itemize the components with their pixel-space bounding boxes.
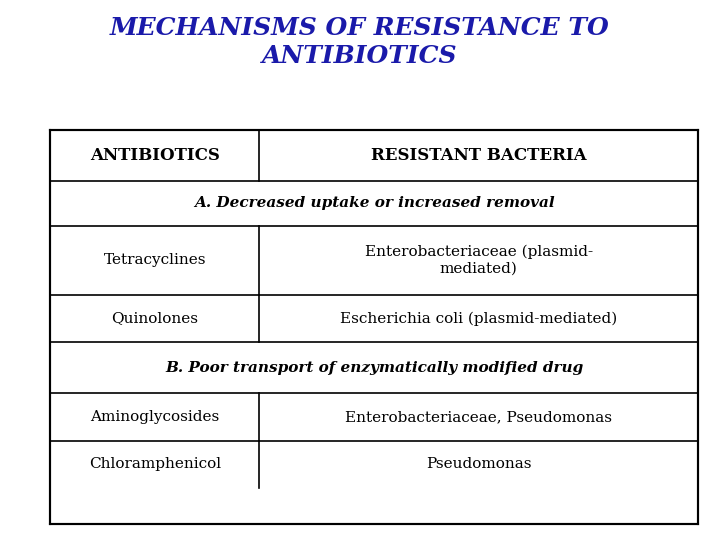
Text: Chloramphenicol: Chloramphenicol [89, 457, 221, 471]
FancyBboxPatch shape [50, 130, 698, 524]
Text: Quinolones: Quinolones [112, 312, 198, 326]
Text: A. Decreased uptake or increased removal: A. Decreased uptake or increased removal [194, 197, 554, 210]
Text: Tetracyclines: Tetracyclines [104, 253, 206, 267]
Text: Pseudomonas: Pseudomonas [426, 457, 531, 471]
Text: Aminoglycosides: Aminoglycosides [90, 410, 220, 424]
Text: B. Poor transport of enzymatically modified drug: B. Poor transport of enzymatically modif… [166, 361, 583, 375]
Text: MECHANISMS OF RESISTANCE TO
ANTIBIOTICS: MECHANISMS OF RESISTANCE TO ANTIBIOTICS [110, 16, 610, 68]
Text: ANTIBIOTICS: ANTIBIOTICS [90, 147, 220, 164]
Text: Enterobacteriaceae, Pseudomonas: Enterobacteriaceae, Pseudomonas [346, 410, 612, 424]
Text: RESISTANT BACTERIA: RESISTANT BACTERIA [371, 147, 587, 164]
Text: Enterobacteriaceae (plasmid-
mediated): Enterobacteriaceae (plasmid- mediated) [365, 245, 593, 275]
Text: Escherichia coli (plasmid-mediated): Escherichia coli (plasmid-mediated) [340, 312, 618, 326]
